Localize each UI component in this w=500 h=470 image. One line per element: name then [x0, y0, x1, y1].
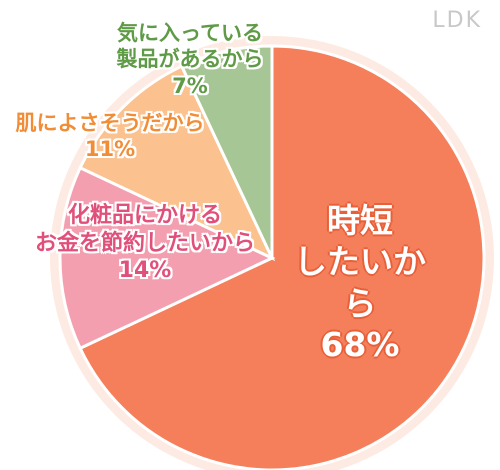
slice-label-line: したいから	[294, 242, 426, 323]
slice-label-line: 気に入っている	[117, 21, 263, 45]
brand-logo: LDK	[432, 8, 482, 33]
pie-slice-1	[58, 165, 276, 351]
slice-value-label: 11%	[84, 137, 136, 162]
slice-label-jitan: 時短 したいから 68%	[285, 200, 435, 365]
pie-slices	[50, 36, 494, 470]
slice-value-label: 68%	[320, 324, 400, 364]
slice-label-line: 肌によさそうだから	[15, 111, 205, 135]
pie-slice-3	[179, 44, 274, 259]
slice-value-label: 14%	[118, 258, 172, 283]
pie-slice-0	[78, 44, 486, 470]
slice-label-setsuyaku: 化粧品にかける お金を節約したいから 14%	[20, 202, 270, 285]
slice-label-line: 時短	[327, 201, 393, 240]
pie-slice-2	[78, 64, 276, 262]
slice-label-seihin: 気に入っている 製品があるから 7%	[100, 20, 280, 99]
slice-label-line: 化粧品にかける	[67, 203, 222, 228]
slice-label-line: 製品があるから	[116, 47, 264, 72]
slice-label-line: お金を節約したいから	[34, 230, 255, 256]
slice-label-hada: 肌によさそうだから 11%	[5, 110, 215, 163]
slice-value-label: 7%	[172, 73, 208, 98]
